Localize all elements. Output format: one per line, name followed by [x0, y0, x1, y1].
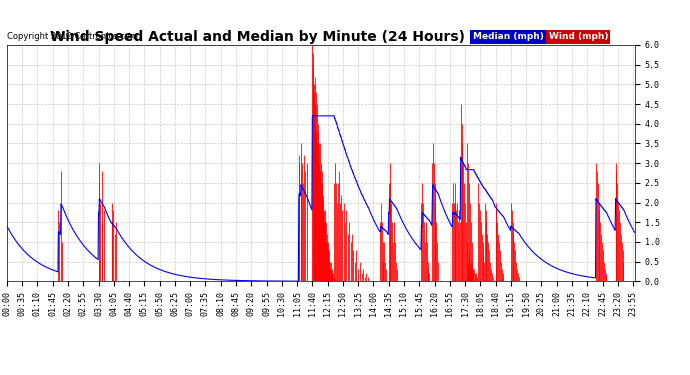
Text: Copyright 2012 Cartronics.com: Copyright 2012 Cartronics.com — [7, 32, 138, 41]
Text: Wind (mph): Wind (mph) — [549, 32, 608, 41]
Title: Wind Speed Actual and Median by Minute (24 Hours) (Old) 20121023: Wind Speed Actual and Median by Minute (… — [50, 30, 591, 44]
Text: Median (mph): Median (mph) — [473, 32, 544, 41]
